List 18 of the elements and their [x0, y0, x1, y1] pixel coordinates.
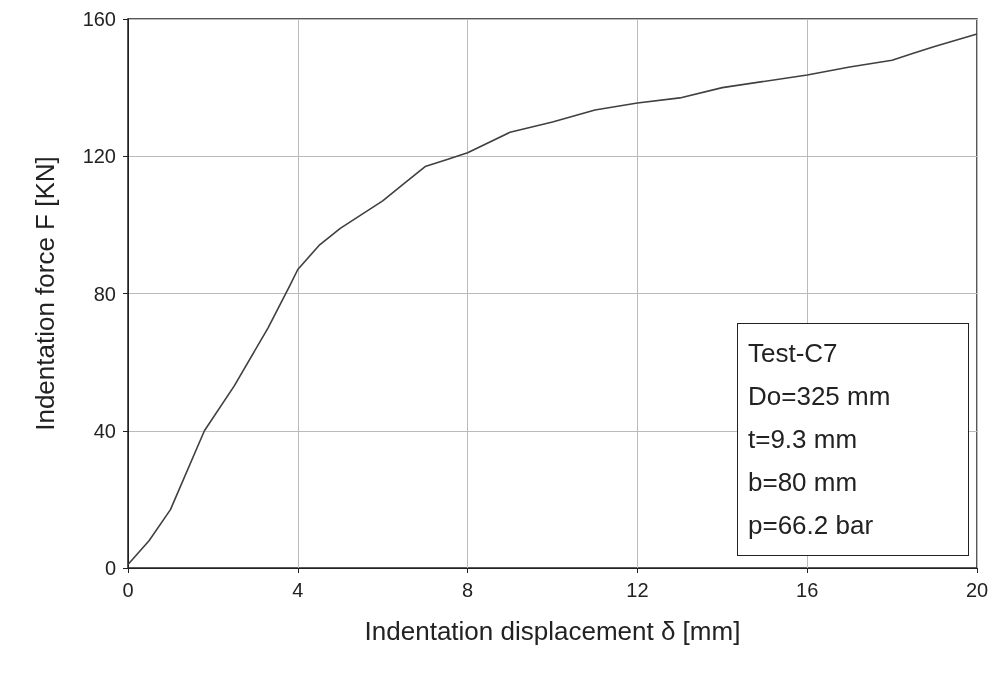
- x-tick-label: 0: [122, 579, 134, 601]
- annotation: b=80 mm: [748, 466, 859, 499]
- annotation: p=66.2 bar: [748, 509, 875, 542]
- y-tick-label: 120: [82, 145, 116, 168]
- x-tick-label: 12: [626, 579, 649, 601]
- y-tick-label: 0: [104, 557, 116, 579]
- y-axis-title: Indentation force F [KN]: [30, 156, 60, 431]
- x-tick-label: 4: [292, 579, 304, 601]
- x-tick-label: 20: [965, 579, 989, 601]
- annotation: Test-C7: [748, 337, 839, 370]
- x-tick-label: 16: [796, 579, 819, 601]
- annotation: Do=325 mm: [748, 380, 892, 413]
- y-tick-label: 160: [82, 8, 116, 30]
- y-tick-label: 80: [93, 282, 116, 305]
- y-tick-label: 40: [93, 419, 116, 442]
- x-tick-label: 8: [462, 579, 474, 601]
- x-axis-title: Indentation displacement δ [mm]: [364, 616, 741, 646]
- annotation: t=9.3 mm: [748, 423, 859, 456]
